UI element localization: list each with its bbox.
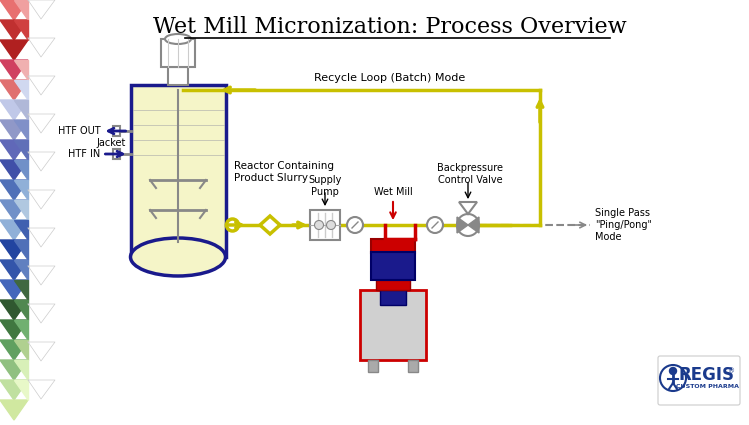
Polygon shape — [14, 260, 28, 280]
Polygon shape — [0, 240, 28, 260]
Polygon shape — [14, 20, 28, 40]
Text: Backpressure
Control Valve: Backpressure Control Valve — [437, 163, 503, 185]
FancyBboxPatch shape — [371, 239, 415, 253]
FancyBboxPatch shape — [112, 126, 120, 136]
Polygon shape — [14, 120, 28, 140]
FancyBboxPatch shape — [371, 252, 415, 280]
Circle shape — [226, 219, 238, 231]
Polygon shape — [14, 360, 28, 380]
Polygon shape — [0, 220, 28, 240]
Text: Wet Mill: Wet Mill — [374, 187, 413, 197]
Polygon shape — [0, 80, 28, 100]
Polygon shape — [14, 240, 28, 260]
Text: REGIS: REGIS — [679, 366, 735, 384]
Polygon shape — [14, 320, 28, 340]
Text: HTF IN: HTF IN — [68, 149, 100, 159]
FancyBboxPatch shape — [161, 39, 195, 67]
Polygon shape — [14, 100, 28, 120]
Polygon shape — [14, 280, 28, 300]
FancyBboxPatch shape — [360, 290, 426, 360]
Text: ®: ® — [729, 368, 736, 374]
FancyBboxPatch shape — [408, 360, 418, 372]
Polygon shape — [0, 360, 28, 380]
Polygon shape — [14, 340, 28, 360]
Polygon shape — [0, 200, 28, 220]
Polygon shape — [0, 180, 28, 200]
Text: Wet Mill Micronization: Process Overview: Wet Mill Micronization: Process Overview — [154, 16, 627, 38]
Polygon shape — [457, 217, 468, 233]
Polygon shape — [14, 140, 28, 160]
Circle shape — [670, 368, 676, 374]
Polygon shape — [14, 200, 28, 220]
FancyBboxPatch shape — [658, 356, 740, 405]
Ellipse shape — [130, 238, 225, 276]
Polygon shape — [0, 300, 28, 320]
FancyBboxPatch shape — [368, 360, 378, 372]
Text: Single Pass
"Ping/Pong"
Mode: Single Pass "Ping/Pong" Mode — [595, 208, 652, 241]
Circle shape — [427, 217, 443, 233]
Text: Supply
Pump: Supply Pump — [309, 176, 342, 197]
Polygon shape — [0, 160, 28, 180]
Polygon shape — [14, 160, 28, 180]
Polygon shape — [14, 380, 28, 400]
Polygon shape — [0, 280, 28, 300]
Circle shape — [457, 214, 479, 236]
Ellipse shape — [165, 34, 191, 44]
Polygon shape — [14, 60, 28, 80]
FancyBboxPatch shape — [130, 85, 225, 257]
Circle shape — [327, 221, 336, 230]
Polygon shape — [14, 0, 28, 20]
Circle shape — [347, 217, 363, 233]
FancyBboxPatch shape — [168, 67, 188, 85]
Polygon shape — [468, 217, 479, 233]
Circle shape — [660, 365, 686, 391]
Polygon shape — [0, 0, 28, 20]
Polygon shape — [14, 80, 28, 100]
FancyBboxPatch shape — [380, 290, 406, 305]
Polygon shape — [0, 40, 28, 60]
Text: Jacket: Jacket — [96, 138, 126, 148]
Polygon shape — [0, 320, 28, 340]
Polygon shape — [0, 340, 28, 360]
Polygon shape — [14, 300, 28, 320]
Polygon shape — [0, 60, 28, 80]
FancyBboxPatch shape — [310, 210, 340, 240]
Polygon shape — [14, 220, 28, 240]
Text: HTF OUT: HTF OUT — [58, 126, 100, 136]
Text: CUSTOM PHARMA: CUSTOM PHARMA — [676, 385, 739, 389]
Circle shape — [315, 221, 324, 230]
Polygon shape — [0, 380, 28, 400]
Polygon shape — [0, 120, 28, 140]
Text: Recycle Loop (Batch) Mode: Recycle Loop (Batch) Mode — [315, 73, 466, 83]
Text: Reactor Containing
Product Slurry: Reactor Containing Product Slurry — [234, 161, 333, 183]
Polygon shape — [0, 20, 28, 40]
FancyBboxPatch shape — [112, 149, 120, 159]
Polygon shape — [0, 140, 28, 160]
Polygon shape — [0, 100, 28, 120]
Polygon shape — [260, 216, 280, 234]
Polygon shape — [0, 400, 28, 420]
Polygon shape — [459, 202, 477, 214]
Polygon shape — [14, 180, 28, 200]
FancyBboxPatch shape — [376, 280, 410, 290]
Polygon shape — [0, 260, 28, 280]
